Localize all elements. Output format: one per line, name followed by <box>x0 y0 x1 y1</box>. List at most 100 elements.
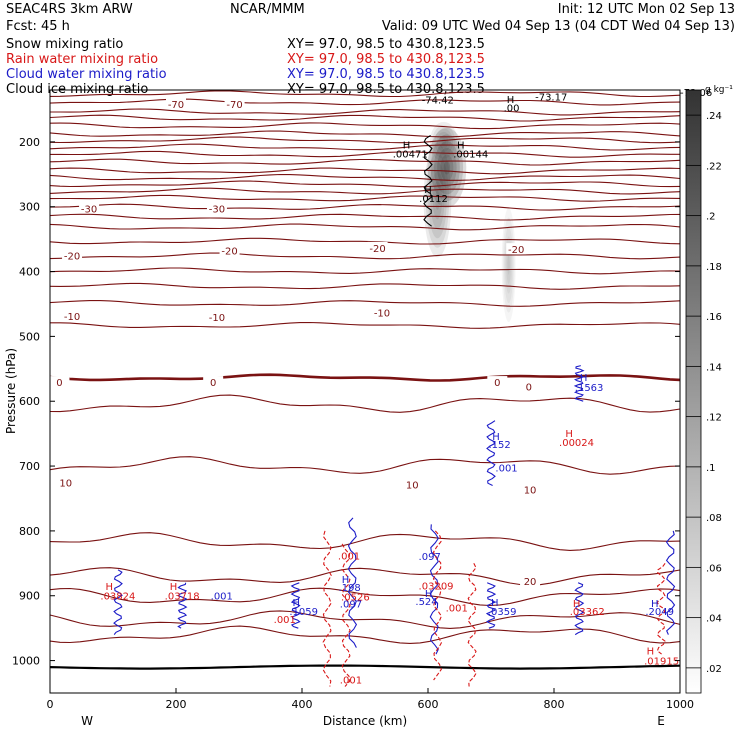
high-marker: H <box>491 598 499 609</box>
contour-value-label: .0359 <box>488 607 517 618</box>
temperature-label: -20 <box>508 245 524 256</box>
contour-value-label: .097 <box>419 552 441 563</box>
contour-value-label: .2049 <box>645 607 674 618</box>
snow-shading-blob <box>432 181 443 220</box>
contour-value-label: .001 <box>338 551 360 562</box>
high-marker: H <box>492 432 500 443</box>
temperature-label-bg <box>55 476 76 488</box>
temperature-label: -10 <box>374 309 390 320</box>
init-label: Init: 12 UTC Mon 02 Sep 13 <box>558 2 735 17</box>
x-tick-label: 200 <box>166 698 187 711</box>
temperature-label-bg <box>402 478 423 490</box>
isotherm-line <box>49 567 681 586</box>
temperature-label: -20 <box>221 246 237 257</box>
snow-shading-blob <box>441 138 447 146</box>
snow-shading-blob <box>427 127 467 208</box>
isotherm-line <box>49 143 681 151</box>
temperature-label: 20 <box>524 577 537 588</box>
snow-shading-blob <box>507 255 510 275</box>
isotherm-line <box>49 267 681 275</box>
temperature-label: 0 <box>210 378 216 389</box>
isotherm-line <box>49 130 681 138</box>
y-axis-title: Pressure (hPa) <box>4 348 18 434</box>
contour-value-label: .01915 <box>644 656 679 667</box>
temperature-label: -70 <box>168 100 184 111</box>
high-marker: H <box>565 429 573 440</box>
snow-shading-blob <box>437 147 457 188</box>
colorbar-tick-label: .04 <box>706 614 722 625</box>
isotherm-line <box>49 587 681 607</box>
snow-shading-blob <box>432 125 456 159</box>
isotherms <box>49 89 681 670</box>
temperature-label-bg <box>367 241 388 253</box>
isotherm-line <box>49 180 681 188</box>
contour-value-label: .00 <box>504 103 520 114</box>
x-axis-title: Distance (km) <box>323 714 407 728</box>
x-right-end-label: E <box>657 714 665 728</box>
snow-shading-blob <box>425 152 450 248</box>
temperature-label-bg <box>62 309 83 321</box>
temperature-label-bg <box>506 243 527 255</box>
isotherm-line <box>49 158 681 166</box>
surface-line <box>49 664 681 670</box>
high-marker: H <box>457 140 465 151</box>
contour-value-label: .001 <box>495 463 517 474</box>
temperature-label: 0 <box>56 378 62 389</box>
high-marker: H <box>651 599 659 610</box>
contour-value-label: .524 <box>415 597 437 608</box>
temperature-label-bg <box>520 575 541 587</box>
contour-value-label: .1059 <box>289 607 318 618</box>
temperature-label: -20 <box>369 244 385 255</box>
mixing-ratio-contour <box>290 582 301 629</box>
colorbar-tick-label: .24 <box>706 111 722 122</box>
contour-value-label: .097 <box>340 599 362 610</box>
contour-value-label: .1563 <box>575 383 604 394</box>
snow-shading-blob <box>506 246 511 285</box>
mixing-ratio-contour <box>341 543 351 687</box>
contour-value-label: .001 <box>446 603 468 614</box>
isotherm-line <box>49 394 681 413</box>
temperature-label-bg <box>49 376 70 388</box>
isotherm-line <box>49 114 681 122</box>
colorbar-tick-label: .16 <box>706 312 722 323</box>
x-tick-label: 0 <box>47 698 54 711</box>
mixing-ratio-contour <box>423 134 433 227</box>
temperature-label: 10 <box>524 486 537 497</box>
isotherm-line <box>49 90 681 98</box>
colorbar-ticks: .02 .04 .06 .08 .1 .12 .14 .16 .18 .2 .22 .24 <box>686 111 722 675</box>
colorbar-tick-label: .14 <box>706 362 722 373</box>
isotherm-line <box>49 237 681 245</box>
isotherm-line <box>49 167 681 175</box>
contour-annotations: H.00471H.00144H.0112H.00-74.42-73.17-73.… <box>100 88 712 686</box>
high-marker: H <box>425 589 433 600</box>
temperature-label: 10 <box>59 479 72 490</box>
contour-value-label: -74.42 <box>422 96 454 107</box>
colorbar-tick-label: .2 <box>706 212 716 223</box>
temperature-label: -20 <box>64 252 80 263</box>
contour-value-label: .198 <box>339 583 361 594</box>
contour-value-label: .00024 <box>559 438 594 449</box>
temperature-label: -30 <box>81 204 97 215</box>
mixing-ratio-contour <box>177 582 188 629</box>
mixing-ratio-contour <box>665 530 676 635</box>
isotherm-line <box>49 213 681 221</box>
y-tick-label: 200 <box>19 136 40 149</box>
contour-value-label: .001 <box>274 615 296 626</box>
contour-value-label: .001 <box>340 675 362 686</box>
colorbar-tick-label: .12 <box>706 413 722 424</box>
isotherm-line <box>49 625 681 644</box>
cloud-contours <box>113 134 676 687</box>
project-label: SEAC4RS 3km ARW <box>6 2 133 17</box>
mixing-ratio-contour <box>656 562 666 655</box>
temperature-label-bg <box>219 244 240 256</box>
temperature-label-bg <box>224 97 245 109</box>
contour-value-label: .00471 <box>393 149 428 160</box>
valid-label: Valid: 09 UTC Wed 04 Sep 13 (04 CDT Wed … <box>382 19 735 34</box>
temperature-label-bg <box>62 249 83 261</box>
y-tick-label: 400 <box>19 266 40 279</box>
temperature-label: -10 <box>209 313 225 324</box>
forecast-label: Fcst: 45 h <box>6 19 70 34</box>
mixing-ratio-contour <box>467 563 477 687</box>
isotherm-line <box>49 532 681 551</box>
